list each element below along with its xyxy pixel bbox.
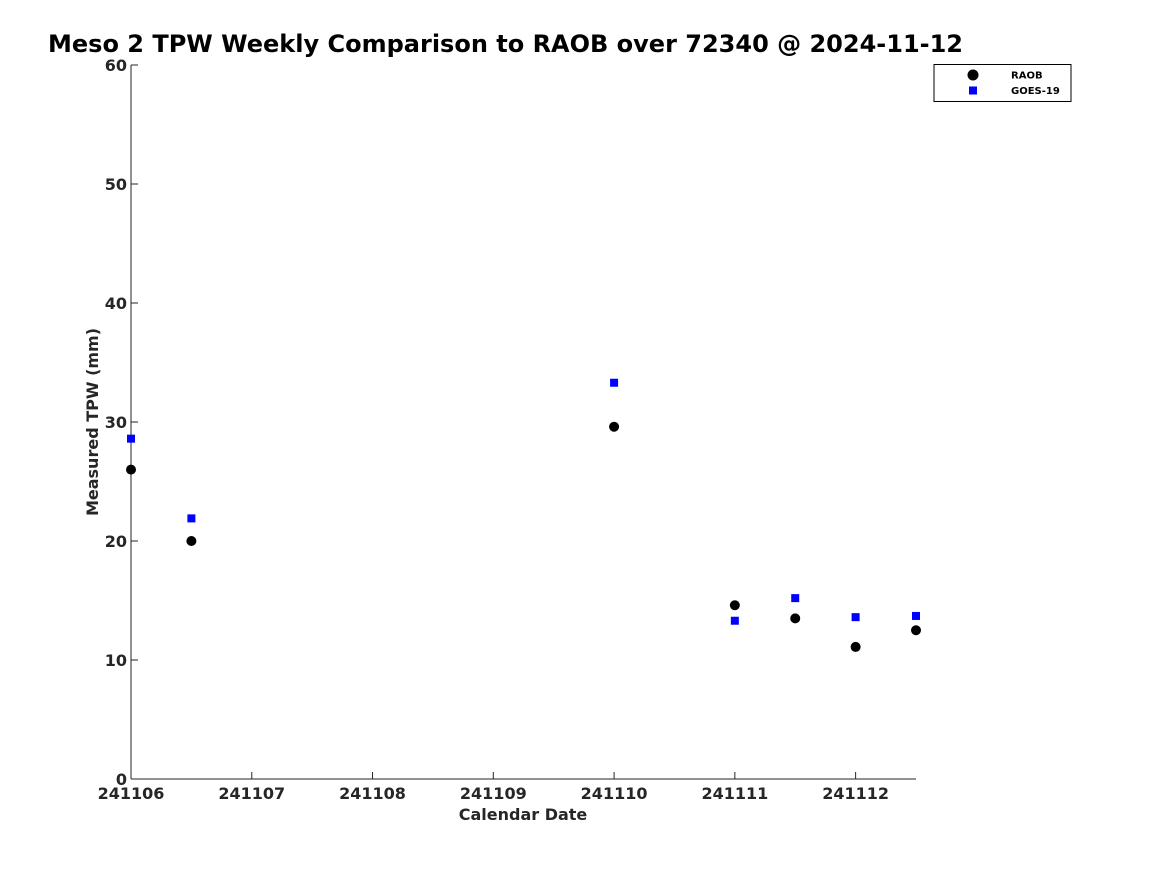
goes-point — [127, 434, 135, 443]
goes-point — [791, 594, 800, 603]
goes-point — [187, 514, 196, 523]
x-axis-label: Calendar Date — [459, 805, 588, 824]
x-tick-label: 241111 — [701, 784, 768, 803]
y-tick-label: 0 — [116, 770, 127, 789]
y-tick-label: 50 — [105, 175, 127, 194]
y-axis-label: Measured TPW (mm) — [83, 328, 102, 516]
goes-point — [851, 613, 860, 622]
x-tick-label: 241106 — [98, 784, 165, 803]
axes — [130, 65, 916, 780]
raob-point — [850, 641, 861, 652]
raob-point — [186, 536, 197, 546]
x-tick-label: 241109 — [460, 784, 527, 803]
x-tick-label: 241110 — [581, 784, 648, 803]
raob-point — [790, 613, 801, 624]
goes-point — [730, 616, 739, 625]
goes-point — [912, 611, 920, 620]
y-tick-label: 10 — [105, 651, 127, 670]
raob-point — [126, 464, 136, 475]
legend-label: GOES-19 — [1011, 86, 1060, 97]
legend-label: RAOB — [1011, 71, 1043, 82]
legend-marker-goes — [969, 86, 977, 95]
data-points — [126, 378, 921, 652]
raob-point — [729, 600, 740, 611]
y-ticks: 0 10 20 30 40 50 60 — [105, 56, 138, 789]
x-tick-label: 241108 — [339, 784, 406, 803]
y-tick-label: 40 — [105, 294, 127, 313]
x-ticks: 241106 241107 241108 241109 241110 241111 2411… — [98, 772, 889, 803]
y-tick-label: 30 — [105, 413, 127, 432]
y-tick-label: 60 — [105, 56, 127, 75]
raob-point — [911, 625, 921, 636]
raob-point — [609, 421, 620, 432]
legend: RAOB GOES-19 — [933, 64, 1072, 102]
legend-marker-raob — [967, 69, 979, 81]
legend-box — [933, 64, 1072, 102]
chart-title: Meso 2 TPW Weekly Comparison to RAOB ove… — [48, 30, 963, 58]
x-tick-label: 241112 — [822, 784, 889, 803]
goes-point — [610, 378, 619, 387]
x-tick-label: 241107 — [218, 784, 285, 803]
y-tick-label: 20 — [105, 532, 127, 551]
